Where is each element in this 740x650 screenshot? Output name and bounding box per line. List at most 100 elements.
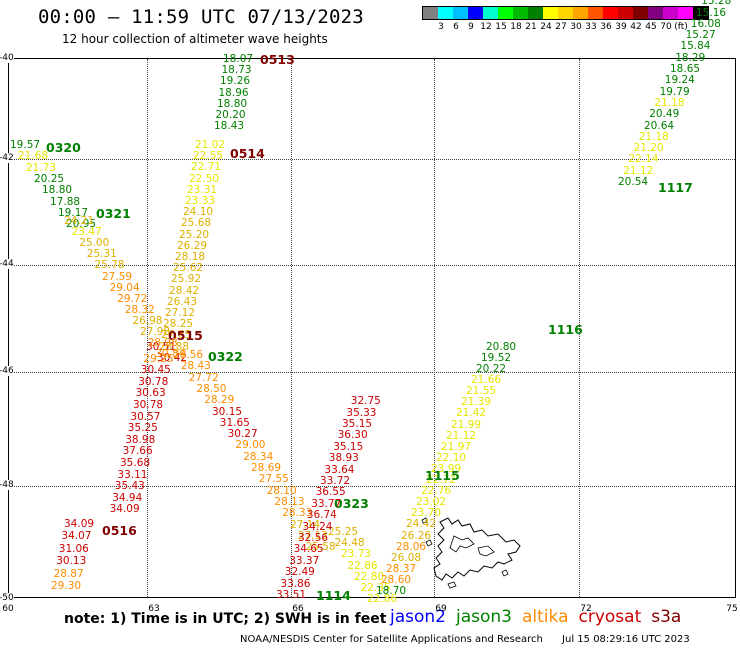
wave-height-value: 30.45 <box>140 364 171 377</box>
wave-height-value: 27.72 <box>188 371 219 384</box>
satellite-legend-item: jason2 <box>390 607 446 627</box>
color-swatch <box>438 7 453 19</box>
color-swatch <box>618 7 633 19</box>
wave-height-value: 27.13 <box>297 529 328 542</box>
longitude-label: 72 <box>580 604 592 614</box>
pass-time-label: 0515 <box>168 328 203 343</box>
latitude-label: -44 <box>0 259 14 269</box>
wave-height-value: 23.47 <box>71 226 102 239</box>
color-scale-tick-label: 42 <box>630 22 642 32</box>
grid-line-meridian <box>291 59 292 597</box>
pass-time-label: 0320 <box>46 140 81 155</box>
color-swatch <box>633 7 648 19</box>
wave-height-value: 22.50 <box>189 172 220 185</box>
grid-line-meridian <box>579 59 580 597</box>
pass-time-label: 0321 <box>96 206 131 221</box>
color-scale-tick-label: 30 <box>570 22 582 32</box>
color-scale-tick-label: 12 <box>480 22 492 32</box>
color-scale-tick-label: 70 <box>660 22 672 32</box>
credit-text: NOAA/NESDIS Center for Satellite Applica… <box>240 634 543 645</box>
wave-height-value: 23.33 <box>185 195 216 207</box>
wave-height-value: 30.78 <box>138 375 169 388</box>
wave-height-value: 30.78 <box>133 399 164 411</box>
wave-height-value: 28.32 <box>124 303 155 316</box>
wave-height-value: 18.65 <box>670 63 701 75</box>
wave-height-value: 21.42 <box>456 407 487 420</box>
wave-height-value: 35.15 <box>333 440 364 453</box>
wave-height-value: 21.66 <box>471 374 502 387</box>
wave-height-value: 29.72 <box>117 292 148 305</box>
color-swatch <box>468 7 483 19</box>
wave-height-value: 24.21 <box>64 215 95 227</box>
wave-height-value: 20.49 <box>649 108 680 121</box>
wave-height-value: 21.18 <box>654 96 685 109</box>
color-scale-tick-label: 33 <box>585 22 597 32</box>
wave-height-value: 18.96 <box>218 86 249 99</box>
pass-time-label: 0513 <box>260 52 295 67</box>
wave-height-value: 28.33 <box>282 507 313 520</box>
wave-height-value: 22.86 <box>367 593 398 606</box>
wave-height-value: 34.09 <box>64 518 95 530</box>
wave-height-value: 25.25 <box>328 526 359 538</box>
wave-height-value: 29.00 <box>235 439 266 452</box>
wave-height-value: 30.27 <box>227 428 258 441</box>
wave-height-value: 29.25 <box>143 352 174 365</box>
wave-height-value: 28.60 <box>381 573 412 586</box>
wave-height-value: 35.25 <box>127 422 158 435</box>
color-swatch <box>453 7 468 19</box>
pass-time-label: 1116 <box>548 322 583 337</box>
wave-height-value: 21.12 <box>446 429 477 442</box>
wave-height-value: 28.88 <box>159 340 190 353</box>
color-scale-tick-label: 21 <box>525 22 537 32</box>
wave-height-value: 26.98 <box>132 314 163 327</box>
wave-height-value: 28.29 <box>204 394 235 407</box>
wave-height-value: 21.73 <box>26 161 57 174</box>
wave-height-value: 35.33 <box>346 406 377 419</box>
wave-height-value: 15.27 <box>685 29 716 42</box>
wave-height-value: 27.55 <box>258 473 289 486</box>
wave-height-value: 24.10 <box>183 206 214 219</box>
wave-height-value: 30.63 <box>135 387 166 400</box>
wave-height-value: 25.62 <box>173 262 204 275</box>
wave-height-value: 33.64 <box>324 463 355 476</box>
color-swatch <box>483 7 498 19</box>
wave-height-value: 22.86 <box>347 559 378 572</box>
color-swatch <box>573 7 588 19</box>
wave-height-value: 33.72 <box>320 475 351 487</box>
pass-time-label: 0516 <box>102 523 137 538</box>
wave-height-value: 34.07 <box>61 530 92 543</box>
wave-height-value: 18.43 <box>214 120 245 133</box>
wave-height-value: 22.80 <box>354 570 385 583</box>
wave-height-value: 33.11 <box>117 468 148 481</box>
wave-height-value: 20.64 <box>644 119 675 132</box>
grid-line-parallel <box>9 159 735 160</box>
wave-height-value: 35.43 <box>114 480 145 493</box>
pass-time-label: 0514 <box>230 146 265 161</box>
wave-height-value: 30.42 <box>157 351 188 364</box>
wave-height-value: 25.68 <box>181 217 212 230</box>
wave-height-value: 34.24 <box>302 520 333 533</box>
wave-height-value: 30.84 <box>155 348 186 361</box>
latitude-label: -40 <box>0 53 14 63</box>
wave-height-value: 25.58 <box>305 541 336 554</box>
wave-height-value: 18.70 <box>376 585 407 597</box>
wave-height-value: 15.16 <box>696 6 727 19</box>
wave-height-value: 24.42 <box>406 518 437 531</box>
wave-height-value: 20.54 <box>618 176 649 188</box>
grid-line-parallel <box>9 372 735 373</box>
wave-height-value: 28.10 <box>266 484 297 497</box>
wave-height-value: 30.15 <box>212 405 243 418</box>
wave-height-value: 27.12 <box>165 307 196 319</box>
wave-height-value: 35.68 <box>120 457 151 469</box>
wave-height-value: 22.35 <box>360 582 391 594</box>
wave-height-value: 32.56 <box>298 532 329 544</box>
wave-height-value: 30.13 <box>56 555 87 568</box>
kerguelen-island-outline <box>421 517 521 589</box>
color-scale-tick-label: (ft) <box>674 22 688 32</box>
wave-height-value: 28.50 <box>196 382 227 395</box>
pass-time-label: 0322 <box>208 349 243 364</box>
color-swatch <box>498 7 513 19</box>
wave-height-value: 18.80 <box>42 184 73 197</box>
wave-height-value: 21.39 <box>461 396 492 409</box>
color-scale-tick-label: 24 <box>540 22 552 32</box>
